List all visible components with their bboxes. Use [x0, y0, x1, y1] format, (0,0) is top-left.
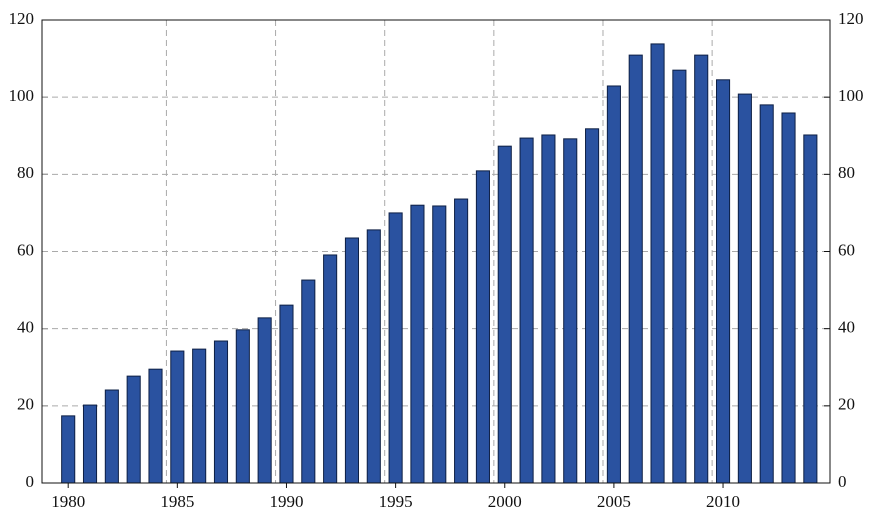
- bar: [585, 128, 600, 484]
- x-tick-label: 1990: [269, 492, 303, 511]
- y2-tick-label: 0: [838, 472, 847, 491]
- bar: [497, 145, 512, 484]
- x-tick-label: 1985: [160, 492, 194, 511]
- bar: [104, 389, 119, 484]
- y2-tick-label: 100: [838, 86, 864, 105]
- bar: [344, 237, 360, 484]
- x-tick-label: 2005: [597, 492, 631, 511]
- y2-tick-label: 20: [838, 395, 855, 414]
- bar: [301, 279, 316, 484]
- bar: [192, 348, 207, 484]
- x-tick-label: 1995: [379, 492, 413, 511]
- bar: [519, 137, 534, 484]
- bar: [432, 205, 447, 484]
- bar: [475, 170, 490, 484]
- y-tick-label: 20: [17, 395, 34, 414]
- bar: [454, 198, 469, 484]
- bar: [213, 340, 229, 484]
- bar: [650, 43, 665, 484]
- bar: [541, 134, 556, 484]
- bar: [323, 254, 338, 484]
- bar: [388, 212, 403, 484]
- bar: [715, 79, 731, 484]
- y2-tick-label: 60: [838, 240, 855, 259]
- y2-tick-label: 40: [838, 318, 855, 337]
- bar: [781, 112, 796, 484]
- y2-tick-label: 80: [838, 163, 855, 182]
- bar: [148, 368, 163, 484]
- plot-frame: [41, 19, 831, 484]
- bar: [803, 134, 818, 484]
- y-tick-label: 100: [9, 86, 35, 105]
- y-tick-label: 120: [9, 9, 35, 28]
- y2-tick-label: 120: [838, 9, 864, 28]
- bar: [628, 54, 643, 484]
- bar: [279, 304, 294, 484]
- bar: [366, 229, 381, 484]
- bar: [61, 415, 76, 484]
- y-tick-label: 40: [17, 318, 34, 337]
- bar: [410, 204, 425, 484]
- x-tick-label: 2010: [706, 492, 740, 511]
- y-tick-label: 60: [17, 240, 34, 259]
- bar: [82, 404, 98, 484]
- y-tick-label: 0: [26, 472, 35, 491]
- bar: [759, 104, 774, 484]
- bar: [235, 329, 250, 484]
- bar: [563, 138, 578, 484]
- bar: [126, 375, 141, 484]
- x-tick-label: 2000: [488, 492, 522, 511]
- bar: [737, 93, 752, 484]
- bar: [672, 69, 687, 484]
- x-tick-label: 1980: [51, 492, 85, 511]
- y-tick-label: 80: [17, 163, 34, 182]
- bar: [606, 85, 621, 484]
- bar: [170, 350, 185, 484]
- bar: [257, 317, 272, 484]
- bar: [694, 54, 709, 484]
